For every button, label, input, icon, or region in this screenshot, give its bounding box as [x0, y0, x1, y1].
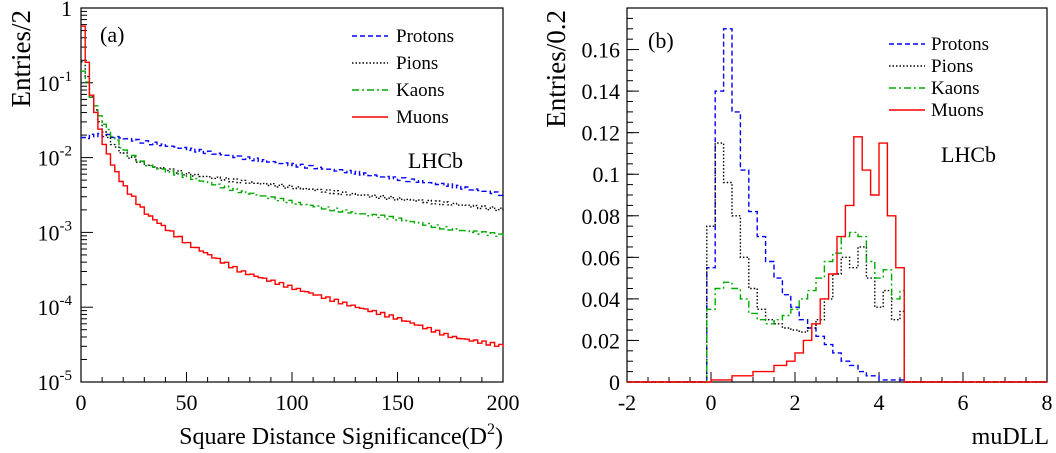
panel-b-ytick-label: 0.1	[593, 162, 621, 187]
panel-b-xlabel: muDLL	[972, 424, 1049, 450]
panel-a-series-protons	[81, 132, 504, 197]
panel-a-ytick-label: 1	[61, 0, 72, 21]
panel-a-xtick-label: 150	[381, 390, 414, 415]
panel-a-legend-label: Muons	[396, 107, 449, 128]
panel-b-xtick-label: 2	[790, 390, 801, 415]
panel-b-chart: -2 0 2 4 6 800.020.040.060.080.10.120.140.16 …	[541, 7, 1053, 450]
panel-b-lhcb-annotation: LHCb	[941, 142, 996, 167]
panel-b-legend-label: Kaons	[931, 78, 980, 99]
panel-b-series-muons	[627, 136, 1047, 383]
panel-a-xtick-label: 200	[487, 390, 520, 415]
panel-a-legend-label: Protons	[396, 26, 454, 47]
panel-b-xtick-label: 4	[874, 390, 885, 415]
panel-b-series-pions	[627, 142, 1047, 383]
panel-a-ticks: 0 50 100 150 200 10-5 10-4 10-3 10-2 10-1 1	[38, 0, 520, 415]
panel-b-legend-label: Protons	[931, 34, 989, 55]
panel-b-ytick-label: 0.08	[582, 204, 621, 229]
panel-a-legend-label: Kaons	[396, 80, 445, 101]
panel-a-series-kaons	[81, 70, 504, 237]
panel-a-xtick-label: 100	[276, 390, 309, 415]
panel-a-label: (a)	[100, 22, 124, 47]
panel-a-ytick-label: 10-2	[38, 144, 73, 171]
panel-b-xlabel-main: muDLL	[972, 424, 1049, 450]
panel-b-ytick-label: 0.02	[582, 328, 621, 353]
panel-b-ytick-label: 0	[609, 370, 620, 395]
panel-b-ytick-label: 0.12	[582, 121, 621, 146]
panel-b-xtick-label: 8	[1042, 390, 1053, 415]
panel-b-series	[627, 28, 1047, 383]
panel-b-ytick-label: 0.16	[582, 38, 621, 63]
panel-a-chart: 0 50 100 150 200 10-5 10-4 10-3 10-2 10-1 1 (a) LH…	[6, 0, 520, 450]
panel-a-legend: Protons Pions Kaons Muons	[352, 26, 454, 128]
panel-a-xlabel-sup: 2	[487, 421, 495, 438]
panel-a-series	[81, 25, 504, 348]
panel-b-legend-label: Pions	[931, 56, 973, 77]
panel-b-xtick-label: 0	[706, 390, 717, 415]
panel-a-xlabel-end: )	[495, 424, 503, 450]
panel-a-plot-frame	[80, 7, 504, 383]
panel-b-ytick-label: 0.14	[582, 79, 621, 104]
panel-a-xtick-label: 0	[76, 390, 87, 415]
panel-a-legend-label: Pions	[396, 53, 438, 74]
panel-b-xtick-label: 6	[958, 390, 969, 415]
panel-b-ytick-label: 0.06	[582, 245, 621, 270]
panel-a-ytick-label: 10-1	[38, 69, 73, 96]
panel-a-xlabel-main: Square Distance Significance(D	[179, 424, 487, 450]
panel-b-ytick-label: 0.04	[582, 287, 621, 312]
panel-a-ytick-label: 10-5	[38, 368, 73, 395]
panel-b-series-kaons	[627, 231, 1047, 383]
panel-a-ytick-label: 10-4	[38, 293, 73, 320]
panel-b-series-protons	[627, 28, 1047, 383]
panel-b-ylabel: Entries/0.2	[541, 10, 571, 128]
panel-a-xtick-label: 50	[176, 390, 198, 415]
panel-a-ylabel: Entries/2	[6, 10, 36, 107]
panel-a-ytick-label: 10-3	[38, 218, 73, 245]
panel-b-xtick-label: -2	[618, 390, 636, 415]
panel-b-ticks: -2 0 2 4 6 800.020.040.060.080.10.120.140.16	[582, 17, 1053, 415]
panel-b-label: (b)	[648, 28, 674, 53]
panel-a-series-muons	[81, 25, 504, 348]
panel-a-lhcb-annotation: LHCb	[408, 148, 463, 173]
panel-b-plot-frame	[626, 7, 1048, 383]
panel-b-legend-label: Muons	[931, 100, 984, 121]
panel-a-xlabel: Square Distance Significance(D2)	[179, 421, 503, 450]
